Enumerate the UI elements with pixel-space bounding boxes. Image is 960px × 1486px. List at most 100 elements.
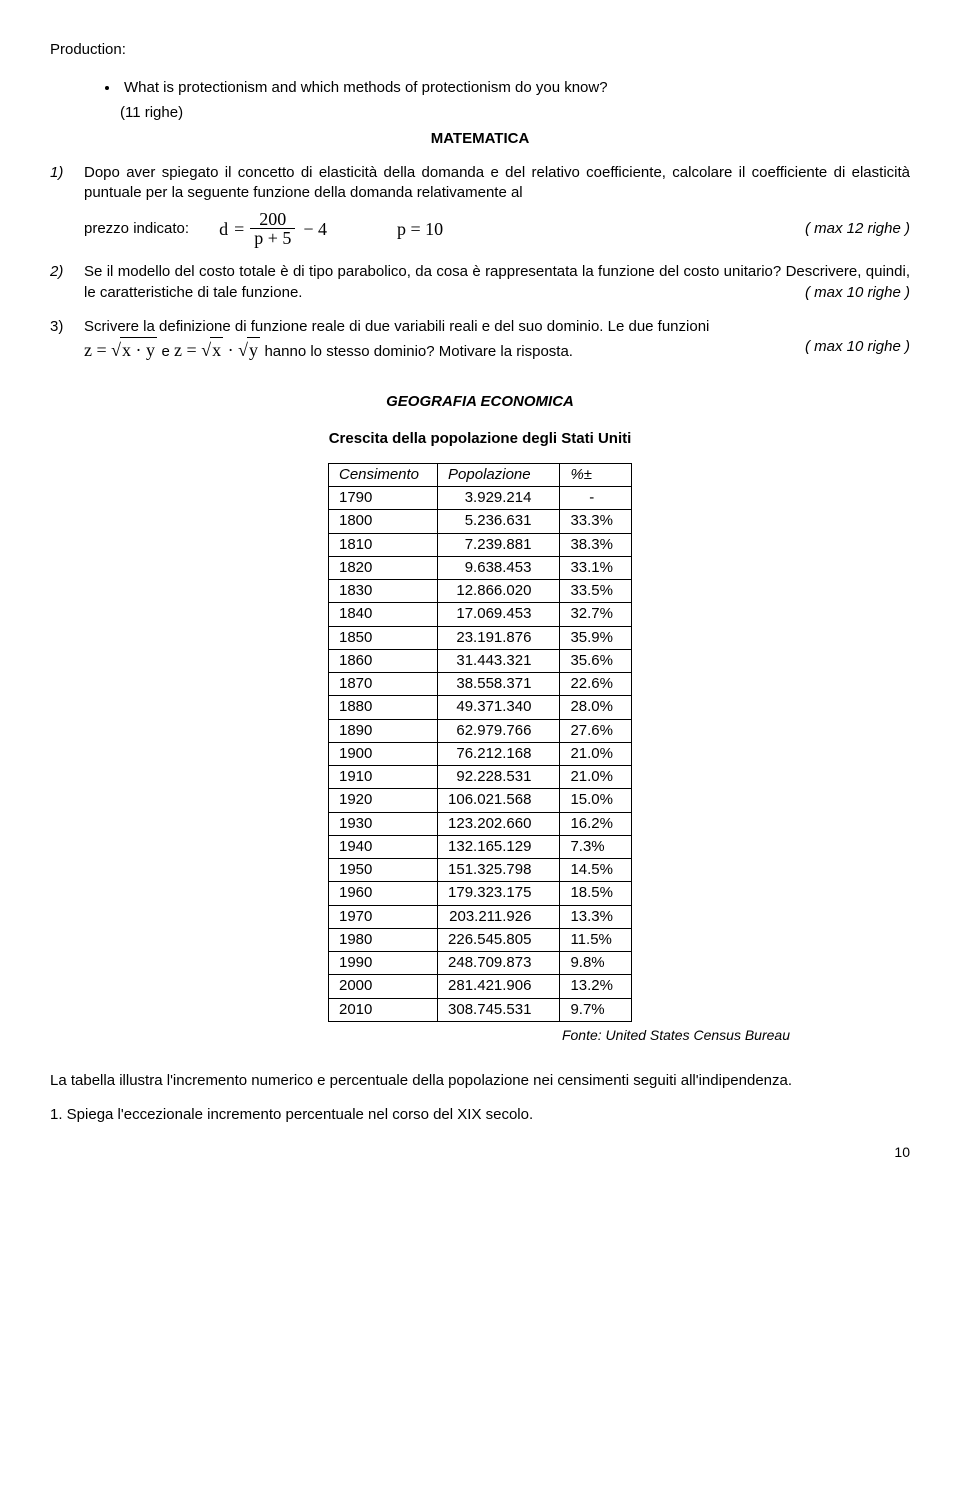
cell-population: 179.323.175 [438, 882, 560, 905]
cell-population: 132.165.129 [438, 835, 560, 858]
q1-frac-bot: p + 5 [250, 229, 295, 248]
q2-text: Se il modello del costo totale è di tipo… [84, 263, 910, 300]
cell-year: 1970 [328, 905, 437, 928]
cell-population: 248.709.873 [438, 952, 560, 975]
cell-pct: 22.6% [560, 673, 632, 696]
cell-year: 1940 [328, 835, 437, 858]
geografia-heading: GEOGRAFIA ECONOMICA [50, 392, 910, 412]
cell-pct: 35.6% [560, 649, 632, 672]
cell-year: 1860 [328, 649, 437, 672]
cell-year: 1900 [328, 742, 437, 765]
cell-year: 1830 [328, 580, 437, 603]
production-bullet-item: What is protectionism and which methods … [120, 78, 910, 98]
table-row: 1970203.211.92613.3% [328, 905, 631, 928]
table-row: 2000281.421.90613.2% [328, 975, 631, 998]
cell-population: 17.069.453 [438, 603, 560, 626]
cell-population: 38.558.371 [438, 673, 560, 696]
table-row: 1990248.709.8739.8% [328, 952, 631, 975]
q1-body: Dopo aver spiegato il concetto di elasti… [84, 163, 910, 248]
q1-eq: = [234, 217, 244, 241]
geo-paragraph: La tabella illustra l'incremento numeric… [50, 1071, 910, 1091]
cell-year: 2010 [328, 998, 437, 1021]
cell-pct: 9.7% [560, 998, 632, 1021]
cell-pct: 27.6% [560, 719, 632, 742]
q3-body: Scrivere la definizione di funzione real… [84, 317, 910, 363]
table-row: 1950151.325.79814.5% [328, 859, 631, 882]
matematica-heading: MATEMATICA [50, 129, 910, 149]
cell-population: 151.325.798 [438, 859, 560, 882]
cell-population: 226.545.805 [438, 928, 560, 951]
q1-minus4: − 4 [303, 217, 327, 241]
cell-pct: 33.5% [560, 580, 632, 603]
cell-year: 1920 [328, 789, 437, 812]
table-row: 1920106.021.56815.0% [328, 789, 631, 812]
q1-prezzo: prezzo indicato: [84, 219, 189, 239]
cell-population: 9.638.453 [438, 556, 560, 579]
q3-text-b: hanno lo stesso dominio? Motivare la ris… [264, 343, 573, 360]
production-label: Production: [50, 40, 910, 60]
table-row: 183012.866.02033.5% [328, 580, 631, 603]
q1-fraction: 200 p + 5 [250, 210, 295, 249]
q3-sy: y [247, 337, 260, 362]
page-number: 10 [50, 1143, 910, 1162]
cell-population: 92.228.531 [438, 766, 560, 789]
table-row: 18005.236.63133.3% [328, 510, 631, 533]
cell-year: 1950 [328, 859, 437, 882]
cell-population: 12.866.020 [438, 580, 560, 603]
cell-pct: 21.0% [560, 766, 632, 789]
table-row: 184017.069.45332.7% [328, 603, 631, 626]
table-row: 186031.443.32135.6% [328, 649, 631, 672]
matematica-q2: 2) Se il modello del costo totale è di t… [50, 262, 910, 303]
col-popolazione: Popolazione [438, 463, 560, 486]
q1-d: d [219, 217, 228, 241]
table-row: 1980226.545.80511.5% [328, 928, 631, 951]
cell-population: 76.212.168 [438, 742, 560, 765]
col-censimento: Censimento [328, 463, 437, 486]
table-row: 1940132.165.1297.3% [328, 835, 631, 858]
cell-pct: 35.9% [560, 626, 632, 649]
cell-population: 106.021.568 [438, 789, 560, 812]
q1-formula: prezzo indicato: d = 200 p + 5 − 4 p = 1… [84, 210, 910, 249]
cell-year: 1820 [328, 556, 437, 579]
table-row: 18107.239.88138.3% [328, 533, 631, 556]
q2-number: 2) [50, 262, 84, 303]
cell-year: 1890 [328, 719, 437, 742]
q3-z2: z = [174, 340, 197, 360]
table-row: 187038.558.37122.6% [328, 673, 631, 696]
cell-population: 3.929.214 [438, 487, 560, 510]
cell-pct: 33.3% [560, 510, 632, 533]
q3-formula-2: z = √x · √y [174, 340, 264, 360]
cell-population: 5.236.631 [438, 510, 560, 533]
q3-e: e [162, 343, 175, 360]
col-pct: %± [560, 463, 632, 486]
cell-year: 1910 [328, 766, 437, 789]
table-header-row: Censimento Popolazione %± [328, 463, 631, 486]
table-row: 191092.228.53121.0% [328, 766, 631, 789]
matematica-q1: 1) Dopo aver spiegato il concetto di ela… [50, 163, 910, 248]
table-row: 17903.929.214- [328, 487, 631, 510]
cell-pct: 21.0% [560, 742, 632, 765]
cell-pct: 14.5% [560, 859, 632, 882]
production-bullets: What is protectionism and which methods … [50, 78, 910, 98]
table-row: 189062.979.76627.6% [328, 719, 631, 742]
table-fonte: Fonte: United States Census Bureau [50, 1026, 790, 1045]
cell-pct: 38.3% [560, 533, 632, 556]
q3-formula-1: z = √x · y [84, 340, 162, 360]
geografia-subtitle: Crescita della popolazione degli Stati U… [50, 429, 910, 449]
cell-population: 31.443.321 [438, 649, 560, 672]
cell-year: 1960 [328, 882, 437, 905]
cell-population: 49.371.340 [438, 696, 560, 719]
q3-dot: · [228, 340, 234, 360]
cell-pct: 13.2% [560, 975, 632, 998]
cell-year: 1930 [328, 812, 437, 835]
cell-population: 203.211.926 [438, 905, 560, 928]
population-table: Censimento Popolazione %± 17903.929.214-… [328, 463, 632, 1022]
cell-population: 281.421.906 [438, 975, 560, 998]
cell-population: 308.745.531 [438, 998, 560, 1021]
q1-text: Dopo aver spiegato il concetto di elasti… [84, 164, 910, 201]
table-row: 190076.212.16821.0% [328, 742, 631, 765]
q3-number: 3) [50, 317, 84, 363]
cell-population: 62.979.766 [438, 719, 560, 742]
table-row: 1930123.202.66016.2% [328, 812, 631, 835]
matematica-q3: 3) Scrivere la definizione di funzione r… [50, 317, 910, 363]
